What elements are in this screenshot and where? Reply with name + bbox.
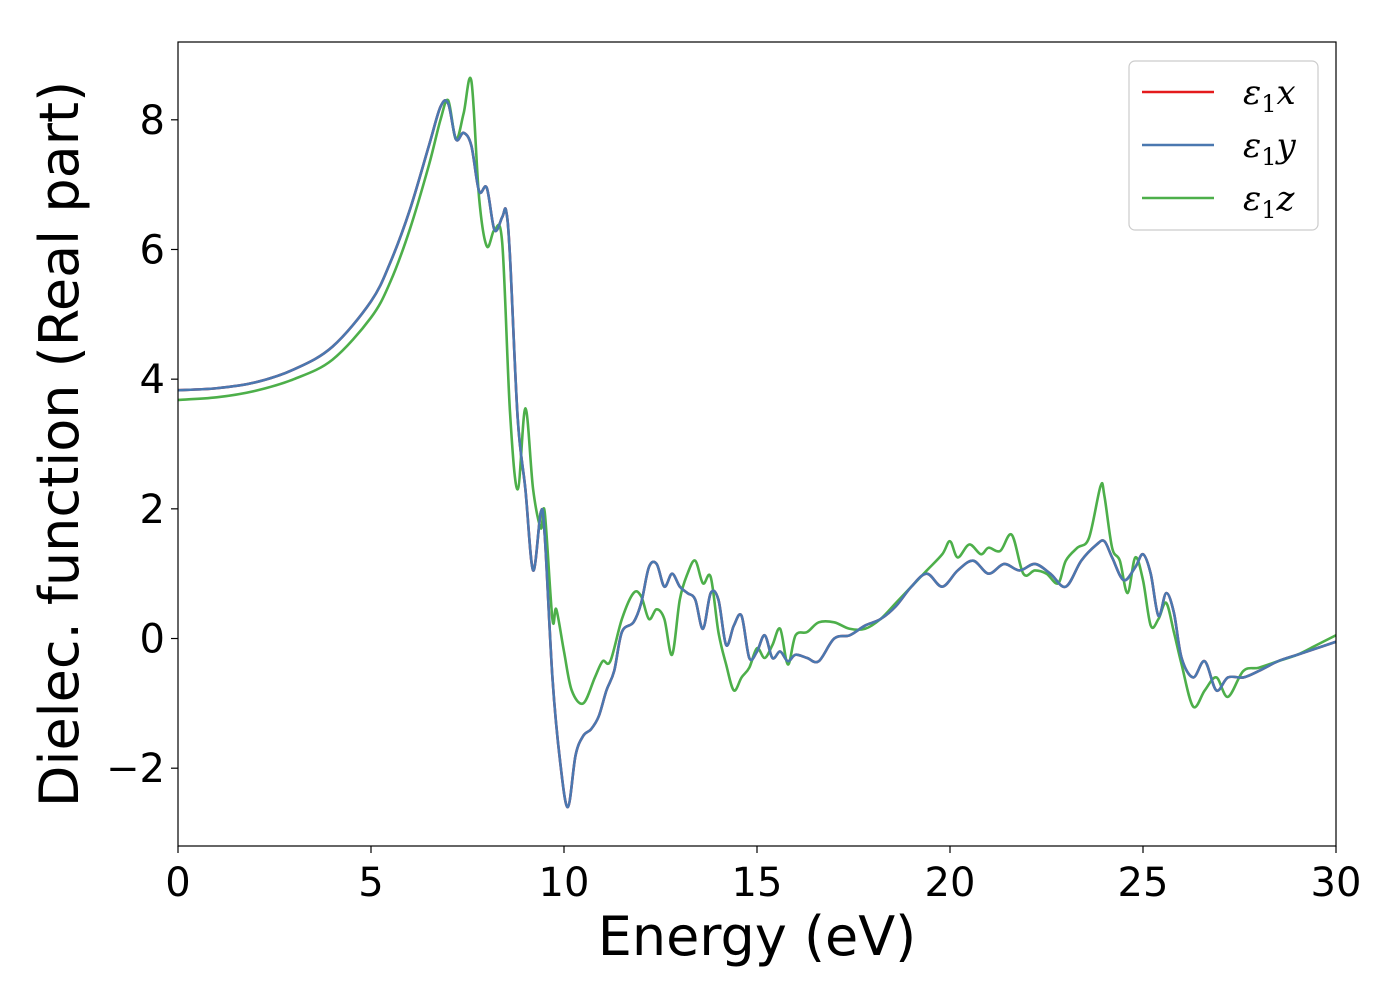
series-line-y [177, 99, 1337, 809]
x-tick-label: 30 [1311, 860, 1362, 906]
y-tick-label: −2 [106, 746, 165, 792]
legend-entries: ε1x ε1y ε1z [1142, 73, 1297, 224]
x-axis-title: Energy (eV) [598, 905, 917, 968]
y-tick-label: 2 [140, 487, 165, 533]
x-tick-label: 20 [925, 860, 976, 906]
legend-label-y: ε1y [1243, 126, 1297, 171]
y-tick-label: 8 [140, 98, 165, 144]
series-layer [177, 76, 1337, 809]
x-tick-label: 25 [1118, 860, 1169, 906]
legend-label-x: ε1x [1243, 73, 1296, 118]
y-axis: −2 0 2 4 6 8 [106, 98, 178, 792]
x-tick-label: 5 [358, 860, 383, 906]
legend-frame [1128, 60, 1319, 231]
x-tick-label: 10 [539, 860, 590, 906]
x-axis: 0 5 10 15 20 25 30 [165, 846, 1361, 906]
x-tick-label: 0 [165, 860, 190, 906]
y-tick-label: 4 [140, 357, 165, 403]
y-tick-label: 0 [140, 617, 165, 663]
y-axis-title: Dielec. function (Real part) [28, 81, 91, 807]
legend-label-z: ε1z [1243, 179, 1296, 224]
x-tick-label: 15 [732, 860, 783, 906]
y-tick-label: 6 [140, 227, 165, 273]
legend: ε1x ε1y ε1z [1128, 60, 1319, 231]
